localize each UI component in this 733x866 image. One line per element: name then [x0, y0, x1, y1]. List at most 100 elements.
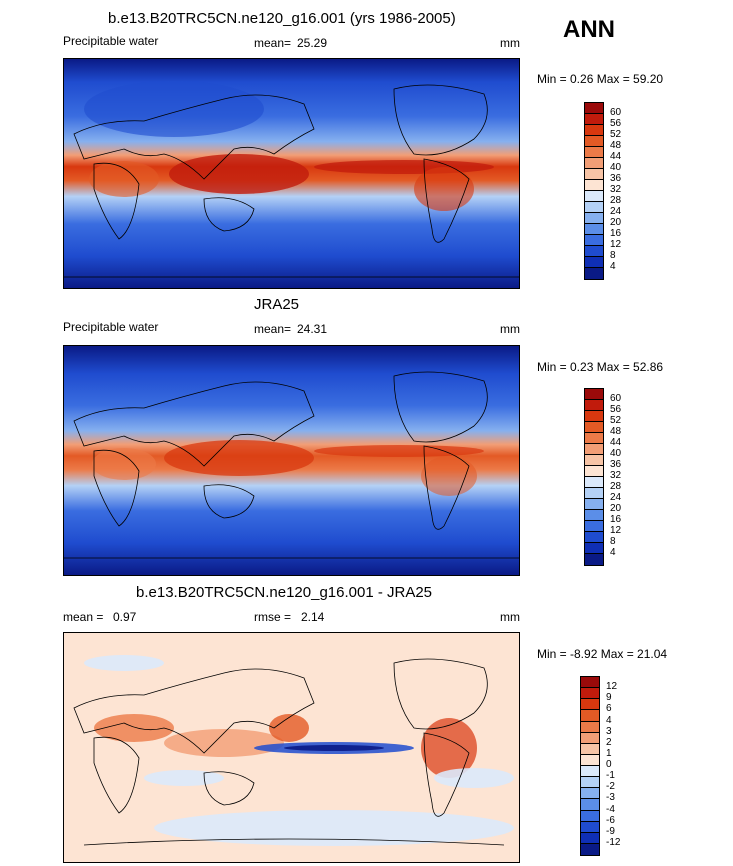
- panel1-mean-label: mean=: [254, 36, 292, 50]
- colorbar-swatch: [581, 743, 599, 755]
- colorbar-swatch: [581, 832, 599, 844]
- colorbar-swatch: [585, 125, 603, 136]
- panel3-rmse-label: rmse =: [254, 610, 292, 624]
- colorbar-swatch: [585, 136, 603, 147]
- panel2-map: [63, 345, 520, 576]
- colorbar-tick-label: 1: [606, 747, 612, 759]
- colorbar-tick-label: 12: [610, 525, 622, 536]
- panel1-colorbar: [584, 102, 604, 280]
- colorbar-tick-label: 48: [610, 426, 622, 437]
- colorbar-swatch: [585, 103, 603, 114]
- colorbar-swatch: [585, 521, 603, 532]
- panel2-title: JRA25: [254, 296, 300, 313]
- colorbar-swatch: [581, 799, 599, 811]
- colorbar-swatch: [585, 411, 603, 422]
- colorbar-tick-label: 8: [610, 536, 616, 547]
- colorbar-tick-label: 44: [610, 151, 622, 162]
- colorbar-tick-label: -6: [606, 814, 615, 826]
- panel3-map-field: [64, 633, 519, 862]
- colorbar-tick-label: 56: [610, 404, 622, 415]
- colorbar-swatch: [585, 213, 603, 224]
- colorbar-swatch: [585, 169, 603, 180]
- colorbar-tick-label: 6: [606, 703, 612, 715]
- colorbar-swatch: [585, 191, 603, 202]
- colorbar-tick-label: 28: [610, 481, 622, 492]
- panel2-map-field: [64, 346, 519, 575]
- panel3-colorbar: [580, 676, 600, 856]
- colorbar-swatch: [581, 766, 599, 778]
- colorbar-tick-label: -4: [606, 803, 615, 815]
- colorbar-swatch: [585, 433, 603, 444]
- colorbar-tick-label: 4: [610, 261, 616, 272]
- colorbar-tick-label: 32: [610, 470, 622, 481]
- colorbar-swatch: [585, 235, 603, 246]
- colorbar-tick-label: 4: [606, 714, 612, 726]
- colorbar-swatch: [585, 466, 603, 477]
- panel3-rmse-value: 2.14: [301, 610, 325, 624]
- colorbar-swatch: [585, 422, 603, 433]
- panel1-map-field: [64, 59, 519, 288]
- panel1-map: [63, 58, 520, 289]
- colorbar-tick-label: 20: [610, 217, 622, 228]
- panel3-mean-value: 0.97: [113, 610, 137, 624]
- colorbar-swatch: [585, 180, 603, 191]
- colorbar-tick-label: 12: [606, 681, 618, 693]
- panel1-minmax: Min = 0.26 Max = 59.20: [537, 72, 664, 86]
- panel2-minmax: Min = 0.23 Max = 52.86: [537, 360, 664, 374]
- panel2-units: mm: [500, 322, 520, 336]
- colorbar-tick-label: 8: [610, 250, 616, 261]
- colorbar-tick-label: 52: [610, 415, 622, 426]
- colorbar-swatch: [585, 444, 603, 455]
- colorbar-tick-label: 52: [610, 129, 622, 140]
- colorbar-tick-label: 40: [610, 162, 622, 173]
- panel1-mean-value: 25.29: [297, 36, 328, 50]
- colorbar-swatch: [581, 754, 599, 766]
- colorbar-tick-label: 3: [606, 725, 612, 737]
- panel2-variable-label: Precipitable water: [63, 320, 159, 334]
- colorbar-swatch: [581, 821, 599, 833]
- colorbar-tick-label: 9: [606, 692, 612, 704]
- colorbar-tick-label: 60: [610, 107, 622, 118]
- colorbar-tick-label: 4: [610, 547, 616, 558]
- panel2-mean-value: 24.31: [297, 322, 328, 336]
- colorbar-swatch: [585, 455, 603, 466]
- panel3-map: [63, 632, 520, 863]
- colorbar-swatch: [585, 543, 603, 554]
- panel2-colorbar: [584, 388, 604, 566]
- colorbar-swatch: [585, 114, 603, 125]
- colorbar-tick-label: -12: [606, 836, 621, 848]
- colorbar-tick-label: 24: [610, 492, 622, 503]
- colorbar-swatch: [581, 677, 599, 689]
- colorbar-tick-label: 2: [606, 736, 612, 748]
- colorbar-tick-label: 32: [610, 184, 622, 195]
- colorbar-swatch: [581, 843, 599, 855]
- colorbar-tick-label: 20: [610, 503, 622, 514]
- colorbar-swatch: [581, 777, 599, 789]
- panel3-mean-label: mean =: [63, 610, 104, 624]
- colorbar-tick-label: 28: [610, 195, 622, 206]
- colorbar-swatch: [581, 788, 599, 800]
- colorbar-swatch: [585, 257, 603, 268]
- colorbar-tick-label: 0: [606, 759, 612, 770]
- colorbar-swatch: [585, 499, 603, 510]
- panel2-mean-label: mean=: [254, 322, 292, 336]
- colorbar-tick-label: 24: [610, 206, 622, 217]
- colorbar-tick-label: 48: [610, 140, 622, 151]
- panel1-title: b.e13.B20TRC5CN.ne120_g16.001 (yrs 1986-…: [108, 10, 456, 27]
- colorbar-tick-label: 16: [610, 514, 622, 525]
- colorbar-swatch: [585, 477, 603, 488]
- colorbar-tick-label: 44: [610, 437, 622, 448]
- colorbar-swatch: [581, 710, 599, 722]
- colorbar-tick-label: 12: [610, 239, 622, 250]
- colorbar-swatch: [581, 688, 599, 700]
- panel3-units: mm: [500, 610, 520, 624]
- colorbar-swatch: [585, 510, 603, 521]
- colorbar-swatch: [581, 721, 599, 733]
- panel1-units: mm: [500, 36, 520, 50]
- colorbar-tick-label: 36: [610, 459, 622, 470]
- colorbar-swatch: [585, 389, 603, 400]
- colorbar-tick-label: 16: [610, 228, 622, 239]
- panel3-title: b.e13.B20TRC5CN.ne120_g16.001 - JRA25: [136, 584, 433, 601]
- panel1-variable-label: Precipitable water: [63, 34, 159, 48]
- colorbar-swatch: [585, 202, 603, 213]
